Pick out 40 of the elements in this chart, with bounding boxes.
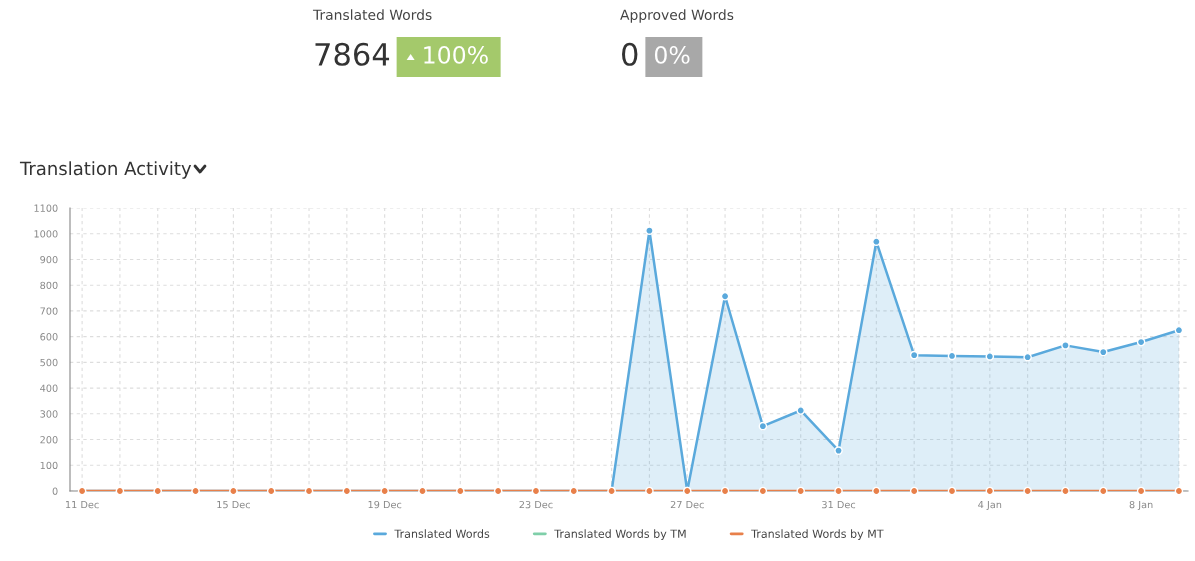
text: 100% bbox=[424, 45, 488, 64]
point bbox=[1061, 341, 1070, 350]
y-tick-label: 500 bbox=[40, 358, 58, 367]
point bbox=[1023, 352, 1032, 362]
y-tick-label: 0 bbox=[52, 487, 58, 495]
x-tick-label: 27 Dec bbox=[670, 500, 704, 509]
x-tick-label: 23 Dec bbox=[519, 500, 553, 509]
text: 7864 bbox=[315, 42, 390, 66]
y-tick-label: 1100 bbox=[34, 204, 58, 212]
x-tick-label: 4 Jan bbox=[978, 501, 1002, 511]
text: 0% bbox=[654, 45, 690, 64]
y-tick-label: 100 bbox=[40, 461, 58, 470]
legend-label: Translated Words by MT bbox=[751, 529, 884, 541]
text: 0 bbox=[622, 42, 638, 66]
text: Approved Words bbox=[620, 9, 734, 23]
point bbox=[758, 421, 768, 431]
y-tick-label: 200 bbox=[40, 436, 58, 444]
legend-label: Translated Words bbox=[394, 529, 490, 538]
point bbox=[645, 226, 654, 235]
x-tick-label: 15 Dec bbox=[217, 501, 250, 509]
text: Translated Words bbox=[312, 9, 432, 21]
y-tick-label: 800 bbox=[40, 281, 58, 290]
x-tick-label: 19 Dec bbox=[368, 500, 402, 509]
x-tick-label: 11 Dec bbox=[66, 501, 99, 509]
point bbox=[1098, 347, 1108, 357]
chart-title: Translation Activity bbox=[19, 161, 192, 179]
x-tick-label: 8 Jan bbox=[1129, 500, 1153, 511]
y-tick-label: 400 bbox=[40, 384, 58, 392]
point bbox=[796, 406, 806, 415]
y-tick-label: 600 bbox=[40, 333, 58, 341]
point bbox=[985, 352, 995, 361]
legend-label: Translated Words by TM bbox=[554, 529, 686, 541]
y-tick-label: 900 bbox=[40, 255, 58, 264]
y-tick-label: 300 bbox=[40, 410, 58, 418]
point bbox=[872, 237, 881, 246]
y-tick-label: 1000 bbox=[34, 230, 58, 238]
point bbox=[834, 446, 843, 455]
point bbox=[909, 350, 919, 360]
y-tick-label: 700 bbox=[40, 307, 58, 315]
x-tick-label: 31 Dec bbox=[822, 500, 856, 509]
